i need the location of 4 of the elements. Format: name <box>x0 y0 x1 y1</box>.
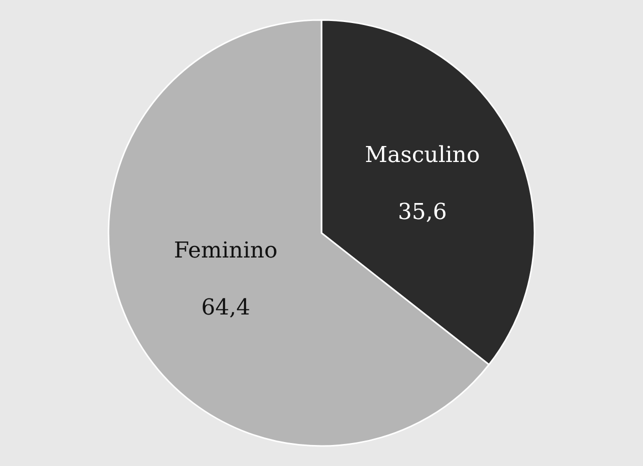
data-label: 35,6 <box>398 200 447 226</box>
slice-label: Masculino <box>364 142 480 168</box>
data-label: 64,4 <box>201 296 250 321</box>
slice-label: Feminino <box>174 238 278 264</box>
